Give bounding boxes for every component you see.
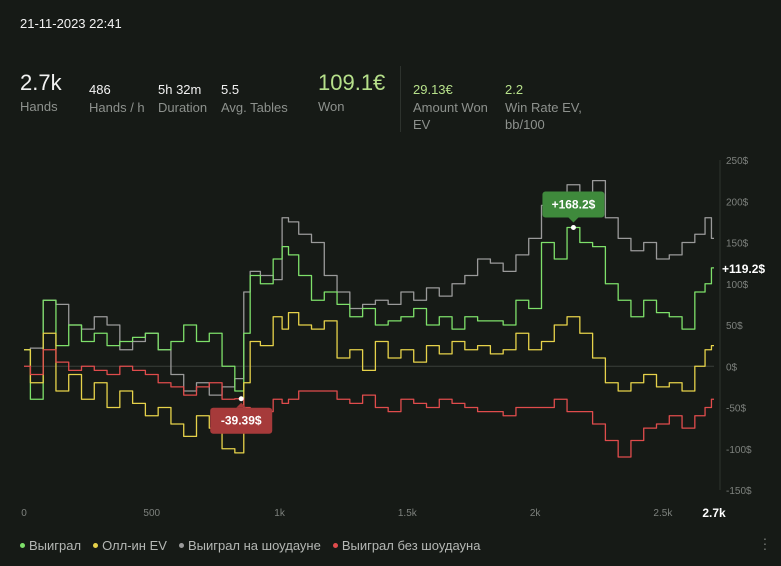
series-line-allin_ev [24, 311, 714, 454]
y-tick-label: 100$ [726, 280, 749, 291]
annotation-layer: +168.2$ -39.39$ +119.2$ [210, 191, 765, 434]
series-line-won [24, 226, 714, 400]
y-tick-label: 200$ [726, 197, 749, 208]
x-tick-label: 2k [530, 508, 542, 519]
min-point [238, 396, 244, 402]
max-badge-label: +168.2$ [552, 197, 596, 211]
y-tick-label: 0$ [726, 362, 738, 373]
legend-label-allin-ev: Олл-ин EV [102, 538, 167, 553]
max-badge [542, 191, 605, 218]
stat-win-rate-ev: 2.2 Win Rate EV, bb/100 [505, 82, 587, 133]
legend-item-won[interactable]: Выиграл [20, 538, 81, 553]
y-tick-label: -150$ [726, 486, 752, 497]
stat-duration: 5h 32m Duration [158, 82, 207, 116]
x-tick-label: 500 [143, 508, 160, 519]
more-menu-icon[interactable]: · · · [762, 530, 768, 556]
y-tick-label: 50$ [726, 321, 743, 332]
stat-amount-won-ev-value: 29.13€ [413, 82, 453, 97]
legend-label-non-showdown: Выиграл без шоудауна [341, 538, 481, 553]
y-axis-ticks: 250$ 200$ 150$ 100$ 50$ 0$ -50$ -100$ -150$ [726, 156, 752, 497]
x-axis-ticks: 0 500 1k 1.5k 2k 2.5k 2.7k [21, 506, 726, 520]
stat-win-rate-ev-label: Win Rate EV, bb/100 [505, 100, 582, 132]
min-badge-pointer [236, 402, 247, 408]
stat-amount-won-ev: 29.13€ Amount Won EV [413, 82, 497, 133]
stat-won-label: Won [318, 99, 345, 114]
session-date: 21-11-2023 22:41 [20, 16, 122, 31]
stat-hands-value: 2.7k [20, 70, 62, 95]
stat-won-value: 109.1€ [318, 70, 386, 95]
legend-label-won: Выиграл [29, 538, 82, 553]
stat-hands-per-hour-label: Hands / h [89, 100, 145, 115]
stat-amount-won-ev-label: Amount Won EV [413, 100, 488, 132]
stat-win-rate-ev-value: 2.2 [505, 82, 524, 97]
legend-dot-allin-ev [93, 543, 99, 548]
y-tick-label: -50$ [726, 404, 746, 415]
stats-divider [400, 66, 401, 132]
stat-hands-per-hour-value: 486 [89, 82, 111, 97]
stat-duration-value: 5h 32m [158, 82, 202, 97]
x-tick-label: 1k [274, 508, 286, 519]
y-tick-label: 250$ [726, 156, 749, 167]
stat-avg-tables-value: 5.5 [221, 82, 240, 97]
legend-item-allin-ev[interactable]: Олл-ин EV [93, 538, 167, 553]
legend-label-showdown: Выиграл на шоудауне [187, 538, 321, 553]
x-tick-label: 1.5k [398, 508, 418, 519]
stat-avg-tables: 5.5 Avg. Tables [221, 82, 288, 116]
min-badge [210, 407, 273, 434]
stat-hands-per-hour: 486 Hands / h [89, 82, 145, 116]
end-value-label: +119.2$ [722, 262, 765, 276]
chart-legend: Выиграл Олл-ин EV Выиграл на шоудауне Вы… [20, 538, 480, 553]
stat-hands: 2.7k Hands [20, 70, 62, 115]
legend-dot-won [20, 543, 25, 548]
stat-avg-tables-label: Avg. Tables [221, 100, 288, 115]
legend-item-non-showdown[interactable]: Выиграл без шоудауна [332, 538, 481, 553]
x-tick-label: 0 [21, 508, 27, 519]
x-end-label: 2.7k [702, 506, 726, 520]
legend-dot-non-showdown [332, 543, 338, 548]
y-tick-label: -100$ [726, 445, 752, 456]
max-badge-pointer [568, 217, 579, 223]
stat-duration-label: Duration [158, 100, 208, 115]
stat-won: 109.1€ Won [318, 70, 385, 115]
min-badge-label: -39.39$ [221, 414, 262, 428]
legend-dot-showdown [178, 543, 184, 548]
series-line-showdown [24, 179, 714, 396]
y-tick-label: 150$ [726, 239, 749, 250]
series-line-non_showdown [24, 349, 714, 458]
stat-hands-label: Hands [20, 99, 58, 114]
legend-item-showdown[interactable]: Выиграл на шоудауне [178, 538, 321, 553]
max-point [570, 224, 576, 230]
series-layer [24, 179, 714, 458]
x-tick-label: 2.5k [653, 508, 673, 519]
